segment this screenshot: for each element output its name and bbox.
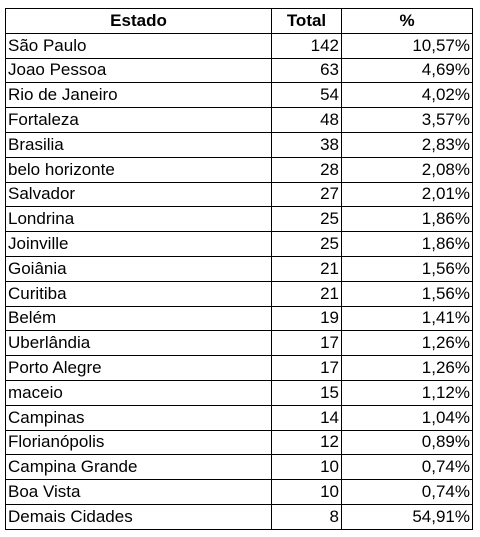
cell-percent[interactable]: 0,74% [341, 454, 473, 481]
cell-estado[interactable]: Brasilia [5, 131, 272, 158]
cell-percent[interactable]: 1,12% [341, 379, 473, 406]
cell-total[interactable]: 38 [271, 131, 342, 158]
table-row: Fortaleza 48 3,57% [5, 107, 473, 133]
cell-percent[interactable]: 1,86% [341, 231, 473, 257]
cell-total[interactable]: 21 [271, 255, 342, 282]
cell-total[interactable]: 17 [271, 355, 342, 381]
cell-percent[interactable]: 54,91% [341, 503, 473, 530]
table-row: Rio de Janeiro 54 4,02% [5, 82, 473, 109]
table-row: maceio 15 1,12% [5, 379, 473, 406]
table-row: Joinville 25 1,86% [5, 231, 473, 257]
cell-estado[interactable]: Curitiba [5, 280, 272, 307]
cell-total[interactable]: 12 [271, 429, 342, 456]
cell-percent[interactable]: 0,74% [341, 479, 473, 505]
cell-estado[interactable]: Porto Alegre [5, 355, 272, 381]
cities-table: Estado Total % São Paulo 142 10,57% Joao Pe… [5, 8, 473, 530]
table-row: Londrina 25 1,86% [5, 206, 473, 233]
cell-total[interactable]: 25 [271, 231, 342, 257]
cell-estado[interactable]: Goiânia [5, 255, 272, 282]
table-body: São Paulo 142 10,57% Joao Pessoa 63 4,69% Rio … [5, 32, 473, 530]
cell-total[interactable]: 17 [271, 330, 342, 357]
cell-total[interactable]: 28 [271, 156, 342, 183]
cell-percent[interactable]: 3,57% [341, 107, 473, 133]
cell-percent[interactable]: 1,26% [341, 355, 473, 381]
table-row: Demais Cidades 8 54,91% [5, 503, 473, 530]
cell-percent[interactable]: 4,69% [341, 57, 473, 84]
cell-total[interactable]: 14 [271, 404, 342, 431]
cell-estado[interactable]: Rio de Janeiro [5, 82, 272, 109]
cell-estado[interactable]: maceio [5, 379, 272, 406]
table-row: Salvador 27 2,01% [5, 181, 473, 208]
cell-total[interactable]: 8 [271, 503, 342, 530]
cell-percent[interactable]: 2,08% [341, 156, 473, 183]
table-row: Goiânia 21 1,56% [5, 255, 473, 282]
table-row: Porto Alegre 17 1,26% [5, 355, 473, 381]
table-row: Brasilia 38 2,83% [5, 131, 473, 158]
table-row: Curitiba 21 1,56% [5, 280, 473, 307]
cell-estado[interactable]: belo horizonte [5, 156, 272, 183]
cell-estado[interactable]: Florianópolis [5, 429, 272, 456]
header-row: Estado Total % [5, 8, 473, 34]
table-row: Campinas 14 1,04% [5, 404, 473, 431]
cell-estado[interactable]: Uberlândia [5, 330, 272, 357]
cell-estado[interactable]: São Paulo [5, 32, 272, 59]
header-total[interactable]: Total [271, 8, 342, 34]
cell-estado[interactable]: Belém [5, 305, 272, 332]
cell-estado[interactable]: Londrina [5, 206, 272, 233]
cell-estado[interactable]: Demais Cidades [5, 503, 272, 530]
header-estado[interactable]: Estado [5, 8, 272, 34]
table-row: Florianópolis 12 0,89% [5, 429, 473, 456]
cell-total[interactable]: 19 [271, 305, 342, 332]
cell-percent[interactable]: 1,56% [341, 255, 473, 282]
cell-total[interactable]: 25 [271, 206, 342, 233]
cell-percent[interactable]: 1,04% [341, 404, 473, 431]
cell-percent[interactable]: 1,56% [341, 280, 473, 307]
cell-percent[interactable]: 2,83% [341, 131, 473, 158]
table-row: São Paulo 142 10,57% [5, 32, 473, 59]
cell-percent[interactable]: 4,02% [341, 82, 473, 109]
table-row: Boa Vista 10 0,74% [5, 479, 473, 505]
cell-percent[interactable]: 1,26% [341, 330, 473, 357]
cell-total[interactable]: 142 [271, 32, 342, 59]
cell-percent[interactable]: 10,57% [341, 32, 473, 59]
table-row: Campina Grande 10 0,74% [5, 454, 473, 481]
cell-estado[interactable]: Joinville [5, 231, 272, 257]
cell-total[interactable]: 10 [271, 479, 342, 505]
cell-estado[interactable]: Campinas [5, 404, 272, 431]
cell-total[interactable]: 15 [271, 379, 342, 406]
cell-percent[interactable]: 1,41% [341, 305, 473, 332]
cell-percent[interactable]: 0,89% [341, 429, 473, 456]
cell-estado[interactable]: Fortaleza [5, 107, 272, 133]
cell-percent[interactable]: 2,01% [341, 181, 473, 208]
cell-estado[interactable]: Boa Vista [5, 479, 272, 505]
table-row: Joao Pessoa 63 4,69% [5, 57, 473, 84]
cell-total[interactable]: 54 [271, 82, 342, 109]
table-header: Estado Total % [5, 8, 473, 34]
cell-total[interactable]: 10 [271, 454, 342, 481]
cell-estado[interactable]: Campina Grande [5, 454, 272, 481]
cell-estado[interactable]: Joao Pessoa [5, 57, 272, 84]
cell-total[interactable]: 63 [271, 57, 342, 84]
cell-total[interactable]: 27 [271, 181, 342, 208]
table-row: Belém 19 1,41% [5, 305, 473, 332]
table-row: belo horizonte 28 2,08% [5, 156, 473, 183]
cell-estado[interactable]: Salvador [5, 181, 272, 208]
header-percent[interactable]: % [341, 8, 473, 34]
table-row: Uberlândia 17 1,26% [5, 330, 473, 357]
cell-percent[interactable]: 1,86% [341, 206, 473, 233]
cell-total[interactable]: 21 [271, 280, 342, 307]
cell-total[interactable]: 48 [271, 107, 342, 133]
